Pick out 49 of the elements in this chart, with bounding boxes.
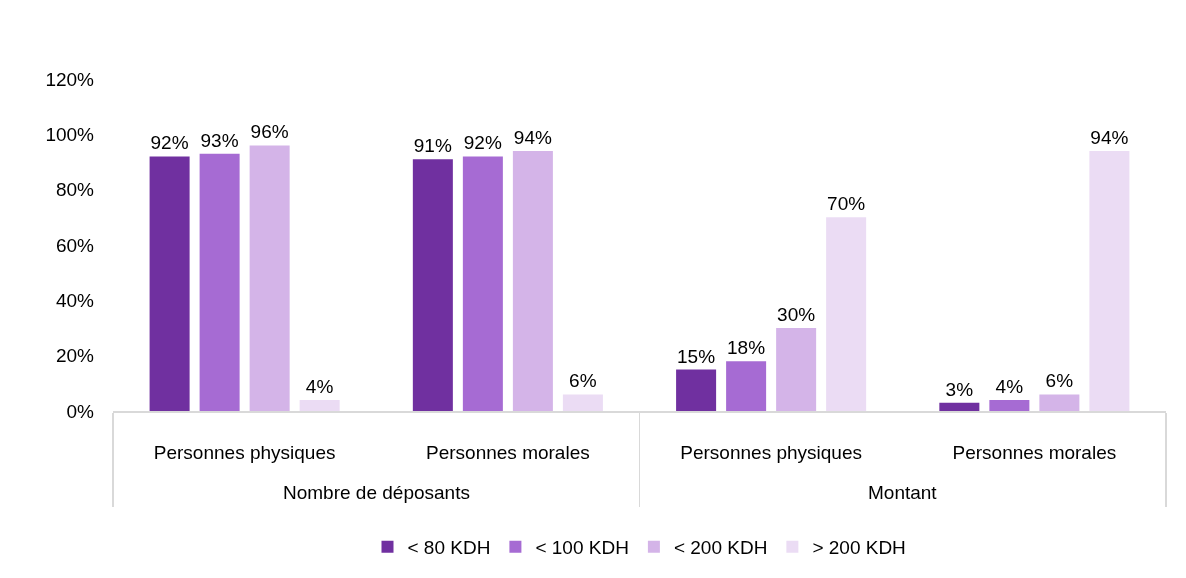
bar [989,399,1030,411]
bar [776,328,817,411]
data-label: 30% [777,304,816,325]
legend-label: < 100 KDH [535,537,629,559]
data-label: 15% [677,345,716,367]
x-tick-label: Personnes physiques [680,442,862,464]
data-label: 92% [463,132,502,154]
bar [726,361,767,411]
data-label: 94% [513,126,552,148]
data-label: 96% [250,121,289,143]
y-tick-label: 80% [55,179,95,201]
y-tick-label: 120% [45,68,95,90]
data-label: 6% [569,370,597,392]
bar [562,394,603,411]
bar [1089,150,1130,411]
text: Nombre de déposants [283,482,470,503]
bar [826,217,867,411]
legend-label: > 200 KDH [812,537,906,559]
data-label: 3% [945,378,974,400]
x-tick-label: Personnes physiques [153,442,336,464]
data-label: 93% [200,129,239,151]
y-tick-label: 100% [45,123,95,145]
y-tick-label: 60% [55,234,95,256]
bar [1039,394,1080,411]
y-tick-label: 0% [66,400,95,422]
data-label: 94% [1090,126,1129,148]
x-tick-label: Personnes morales [952,442,1117,464]
y-tick-label: 40% [55,289,95,311]
bar [149,156,190,411]
bar [299,399,340,411]
y-tick-label: 20% [55,345,95,367]
data-label: 4% [995,375,1024,397]
bar [939,402,980,411]
data-label: 4% [305,375,334,397]
data-label: 70% [827,193,866,215]
bar [462,156,503,411]
legend-label: < 200 KDH [673,537,768,559]
bar [412,159,453,411]
data-label: 92% [150,132,189,154]
text: Montant [868,482,938,503]
data-label: 6% [1045,370,1074,392]
data-label: 18% [727,337,766,359]
bar [512,150,553,411]
bar [249,145,290,411]
x-tick-label: Personnes morales [426,442,590,464]
legend-label: < 80 KDH [407,537,491,559]
bar [199,153,240,411]
bar [676,369,717,411]
data-label: 91% [413,135,452,157]
